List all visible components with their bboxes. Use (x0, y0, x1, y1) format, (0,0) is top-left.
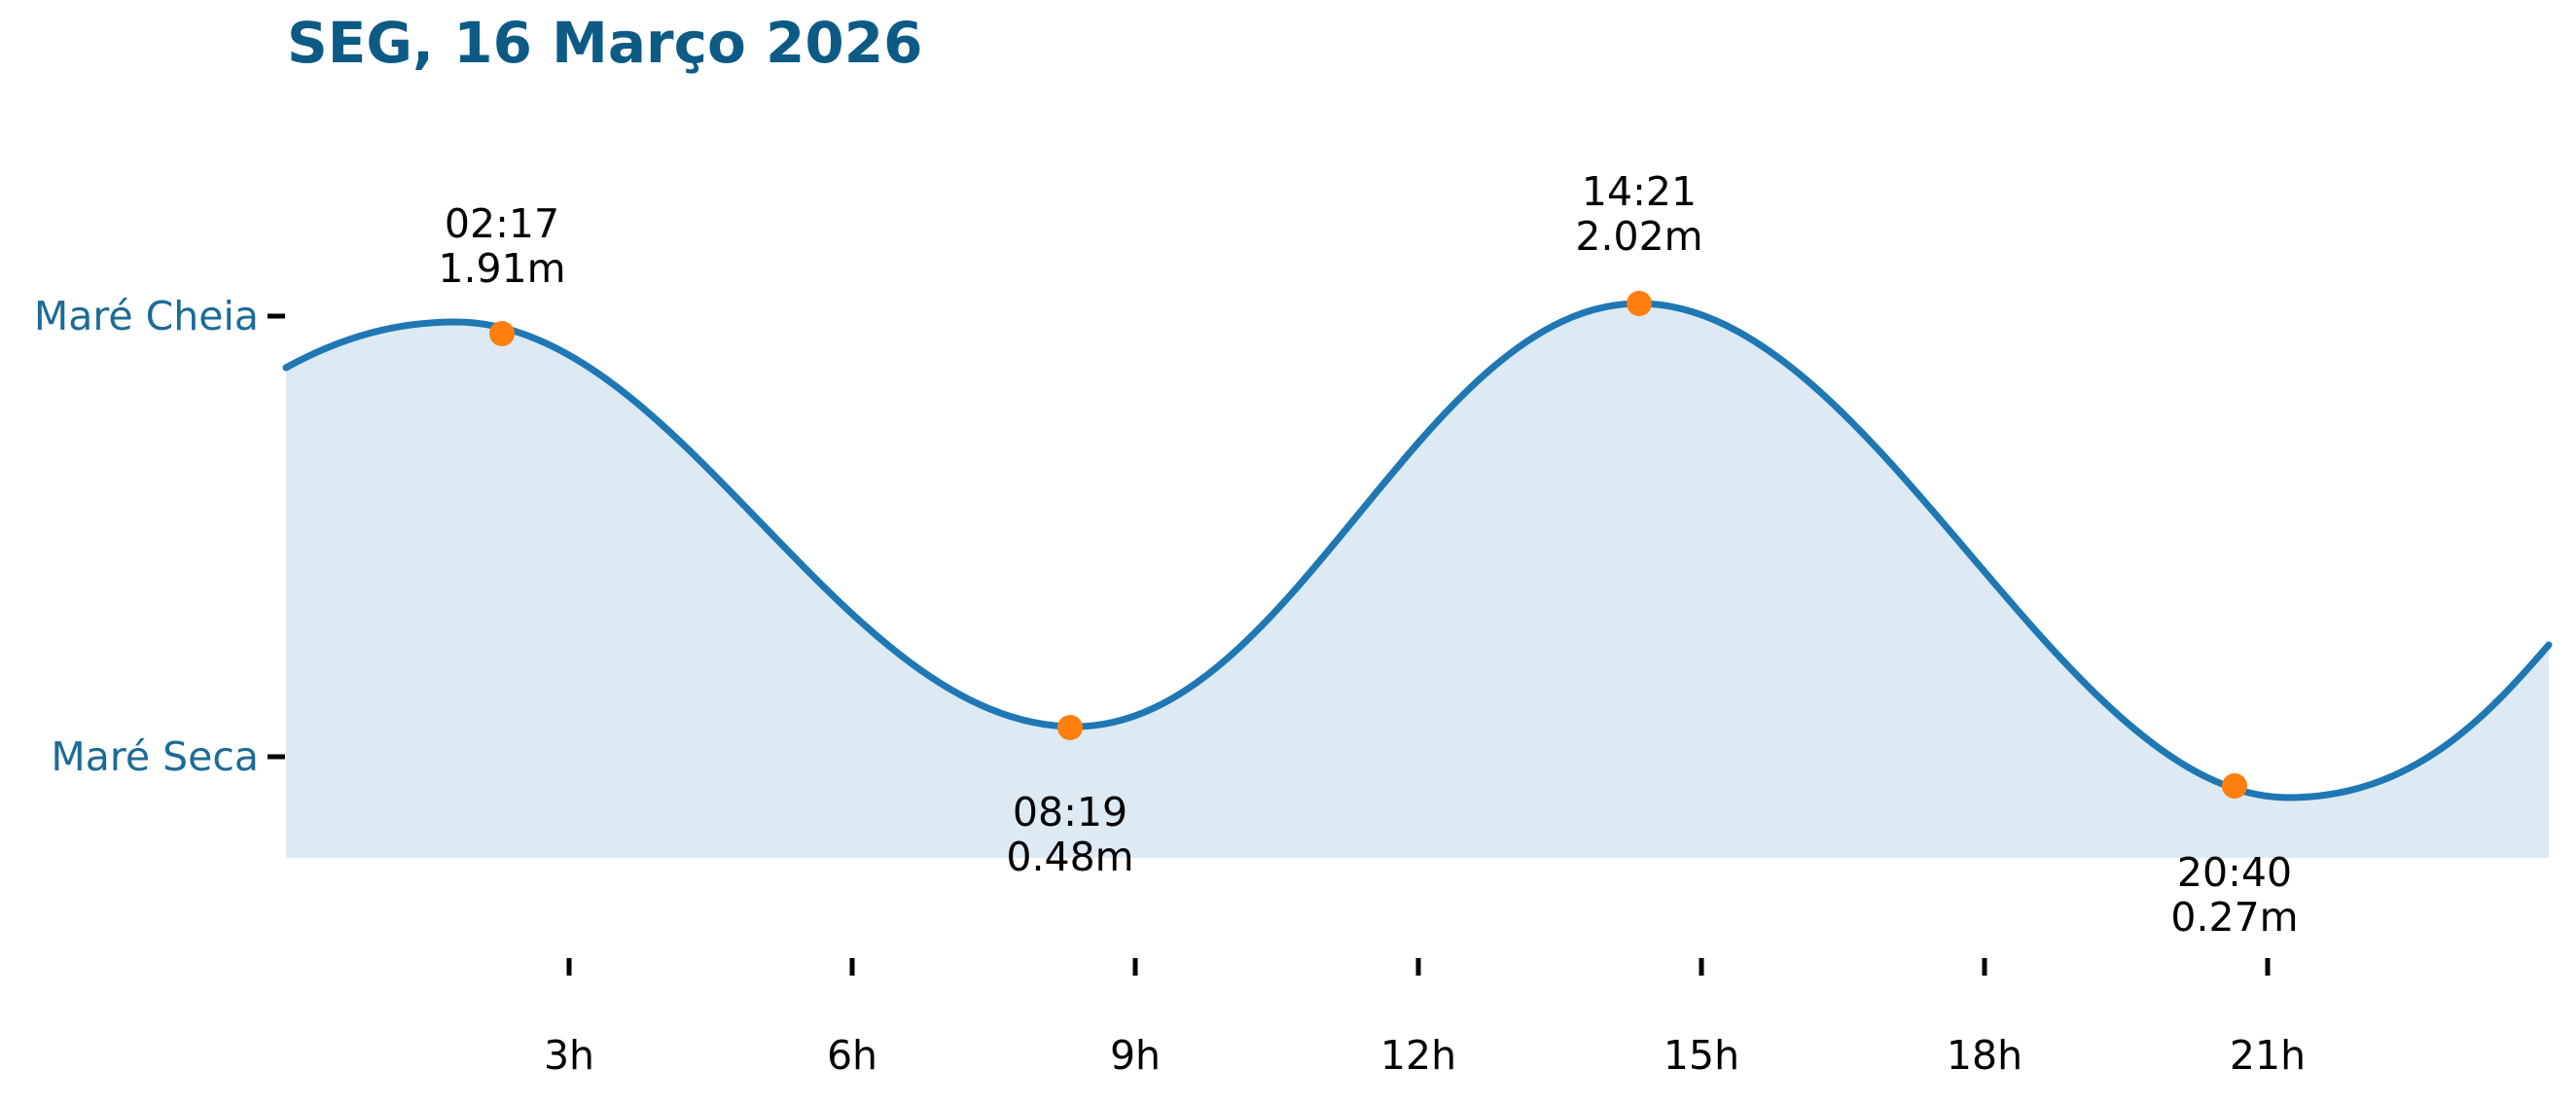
tide-area-fill (286, 303, 2549, 858)
tide-extreme-marker-high2 (1627, 291, 1652, 316)
y-axis-label-low-tide: Maré Seca (51, 733, 259, 780)
annotation-low-tide-2: 20:40 0.27m (2089, 850, 2380, 940)
annotation-height: 0.48m (1006, 834, 1134, 880)
x-tick-label-12h: 12h (1379, 1032, 1457, 1079)
annotation-time: 02:17 (444, 200, 560, 247)
annotation-height: 0.27m (2170, 894, 2299, 941)
x-tick-label-3h: 3h (543, 1032, 595, 1079)
annotation-time: 20:40 (2176, 849, 2293, 896)
x-tick-label-18h: 18h (1946, 1032, 2023, 1079)
annotation-low-tide-1: 08:19 0.48m (924, 790, 1216, 879)
annotation-high-tide-1: 02:17 1.91m (356, 201, 648, 291)
tide-curve (282, 300, 2553, 801)
annotation-time: 08:19 (1012, 789, 1128, 836)
annotation-height: 2.02m (1575, 213, 1703, 260)
x-tick-label-6h: 6h (826, 1032, 878, 1079)
y-axis-label-high-tide: Maré Cheia (33, 293, 259, 339)
annotation-height: 1.91m (438, 245, 566, 292)
annotation-time: 14:21 (1581, 168, 1698, 215)
chart-title: SEG, 16 Março 2026 (287, 10, 923, 76)
tide-extreme-marker-low2 (2222, 773, 2247, 799)
x-tick-label-15h: 15h (1663, 1032, 1740, 1079)
tide-extreme-marker-high1 (489, 321, 515, 346)
tide-extreme-marker-low1 (1057, 715, 1083, 740)
x-tick-label-9h: 9h (1109, 1032, 1162, 1079)
x-tick-label-21h: 21h (2229, 1032, 2307, 1079)
annotation-high-tide-2: 14:21 2.02m (1493, 169, 1785, 259)
